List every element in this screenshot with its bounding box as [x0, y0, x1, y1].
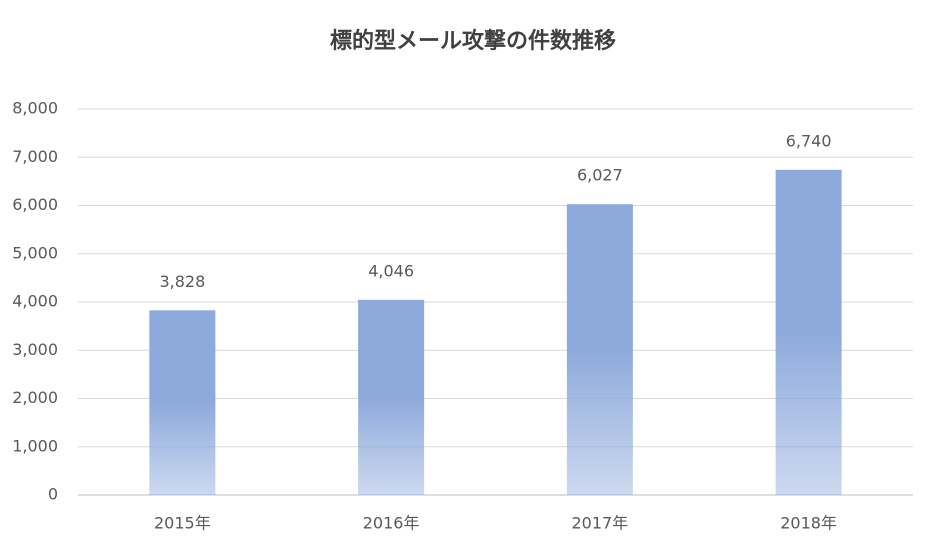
data-label: 4,046: [368, 261, 414, 280]
x-tick-label: 2018年: [780, 514, 837, 533]
x-tick-label: 2015年: [154, 514, 211, 533]
bar: [566, 204, 633, 495]
data-label: 6,027: [577, 166, 623, 185]
x-tick-label: 2016年: [363, 514, 420, 533]
bar: [775, 169, 842, 496]
data-label: 6,740: [786, 131, 832, 150]
y-tick-label: 7,000: [12, 147, 58, 166]
bar: [149, 310, 216, 495]
y-tick-label: 8,000: [12, 99, 58, 118]
y-tick-label: 0: [48, 485, 58, 504]
chart-title: 標的型メール攻撃の件数推移: [330, 28, 616, 54]
data-label: 3,828: [159, 272, 205, 291]
y-tick-label: 6,000: [12, 195, 58, 214]
x-tick-label: 2017年: [572, 514, 629, 533]
y-tick-label: 2,000: [12, 388, 58, 407]
y-tick-label: 4,000: [12, 292, 58, 311]
y-tick-label: 3,000: [12, 340, 58, 359]
bar: [358, 299, 425, 495]
y-tick-label: 1,000: [12, 436, 58, 455]
y-tick-label: 5,000: [12, 243, 58, 262]
